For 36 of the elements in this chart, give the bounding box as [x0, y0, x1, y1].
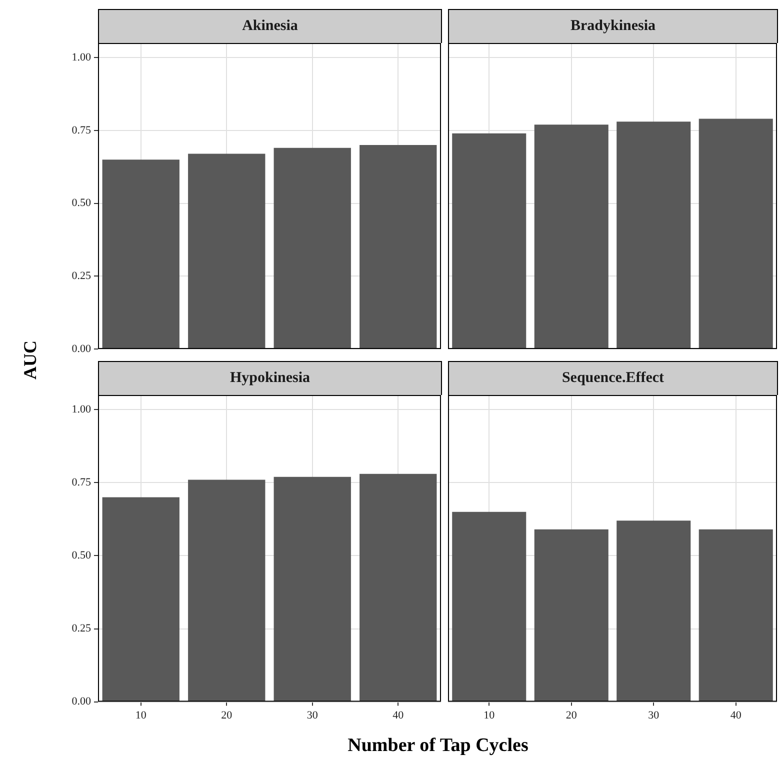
x-tick-label: 40: [730, 709, 742, 722]
y-tick-label: 0.25: [72, 622, 92, 635]
bar: [102, 160, 180, 348]
bar: [360, 145, 437, 348]
bar: [102, 497, 180, 702]
bar: [616, 122, 691, 348]
x-tick-label: 20: [566, 709, 578, 722]
y-tick-label: 1.00: [72, 404, 92, 416]
x-tick-label: 30: [648, 709, 660, 722]
bar: [274, 148, 351, 348]
x-tick-label: 10: [484, 709, 496, 722]
y-tick-label: 1.00: [72, 51, 92, 64]
bar: [188, 480, 266, 702]
y-tick-label: 0.00: [72, 342, 92, 355]
bar: [360, 474, 437, 702]
y-tick-label: 0.50: [72, 550, 92, 562]
bar: [452, 133, 526, 348]
chart-title: Akinesia: [98, 9, 442, 43]
y-axis-title: AUC: [18, 340, 40, 382]
y-tick-label: 0.00: [72, 696, 92, 708]
x-tick-label: 40: [392, 709, 404, 722]
y-tick-label: 0.75: [72, 476, 92, 489]
x-tick-label: 20: [221, 709, 233, 722]
x-tick-label: 30: [306, 709, 318, 722]
chart-title: Bradykinesia: [448, 9, 778, 43]
bar: [274, 476, 351, 702]
bar: [188, 154, 266, 348]
bar: [534, 124, 608, 348]
bar: [698, 118, 773, 348]
y-tick-label: 0.75: [72, 124, 92, 136]
chart-title: Sequence.Effect: [448, 361, 778, 395]
y-tick-label: 0.25: [72, 270, 92, 282]
chart-title: Hypokinesia: [98, 361, 442, 395]
x-axis-title: Number of Tap Cycles: [346, 735, 530, 757]
y-tick-label: 0.50: [72, 197, 92, 210]
x-tick-label: 10: [135, 709, 147, 722]
